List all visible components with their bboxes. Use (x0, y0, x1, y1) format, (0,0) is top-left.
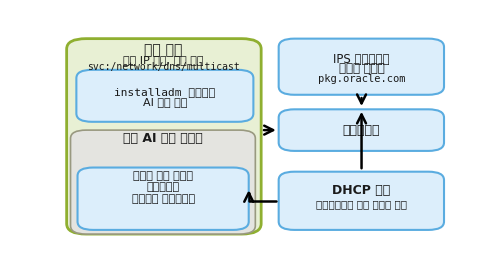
FancyBboxPatch shape (278, 109, 443, 151)
Text: svc:/network/dns/multicast: svc:/network/dns/multicast (87, 62, 239, 72)
FancyBboxPatch shape (76, 70, 253, 122)
FancyBboxPatch shape (67, 39, 261, 234)
Text: 프로비전 매니페스트: 프로비전 매니페스트 (131, 194, 194, 204)
FancyBboxPatch shape (77, 167, 248, 230)
Text: AI 설치 도구: AI 설치 도구 (143, 97, 187, 107)
FancyBboxPatch shape (278, 172, 443, 230)
Text: IPS 소프트웨어: IPS 소프트웨어 (333, 53, 389, 66)
Text: 설치 서버: 설치 서버 (144, 43, 182, 57)
Text: 기본 AI 설치 서비스: 기본 AI 설치 서비스 (123, 132, 202, 145)
Text: DHCP 서버: DHCP 서버 (332, 184, 390, 197)
Text: 클라이언트: 클라이언트 (342, 124, 380, 137)
Text: 사용자 정의 기본값: 사용자 정의 기본값 (133, 171, 193, 181)
Text: pkg.oracle.com: pkg.oracle.com (317, 74, 404, 84)
Text: installadm 패키지의: installadm 패키지의 (114, 87, 215, 97)
FancyBboxPatch shape (278, 39, 443, 95)
Text: 클라이언트를 설치 서버에 연결: 클라이언트를 설치 서버에 연결 (316, 199, 406, 209)
Text: 패키지 저장소: 패키지 저장소 (338, 62, 384, 75)
Text: 클라이언트: 클라이언트 (146, 182, 179, 192)
FancyBboxPatch shape (70, 130, 255, 234)
Text: 정적 IP 주소, 기본 경로: 정적 IP 주소, 기본 경로 (123, 55, 203, 65)
